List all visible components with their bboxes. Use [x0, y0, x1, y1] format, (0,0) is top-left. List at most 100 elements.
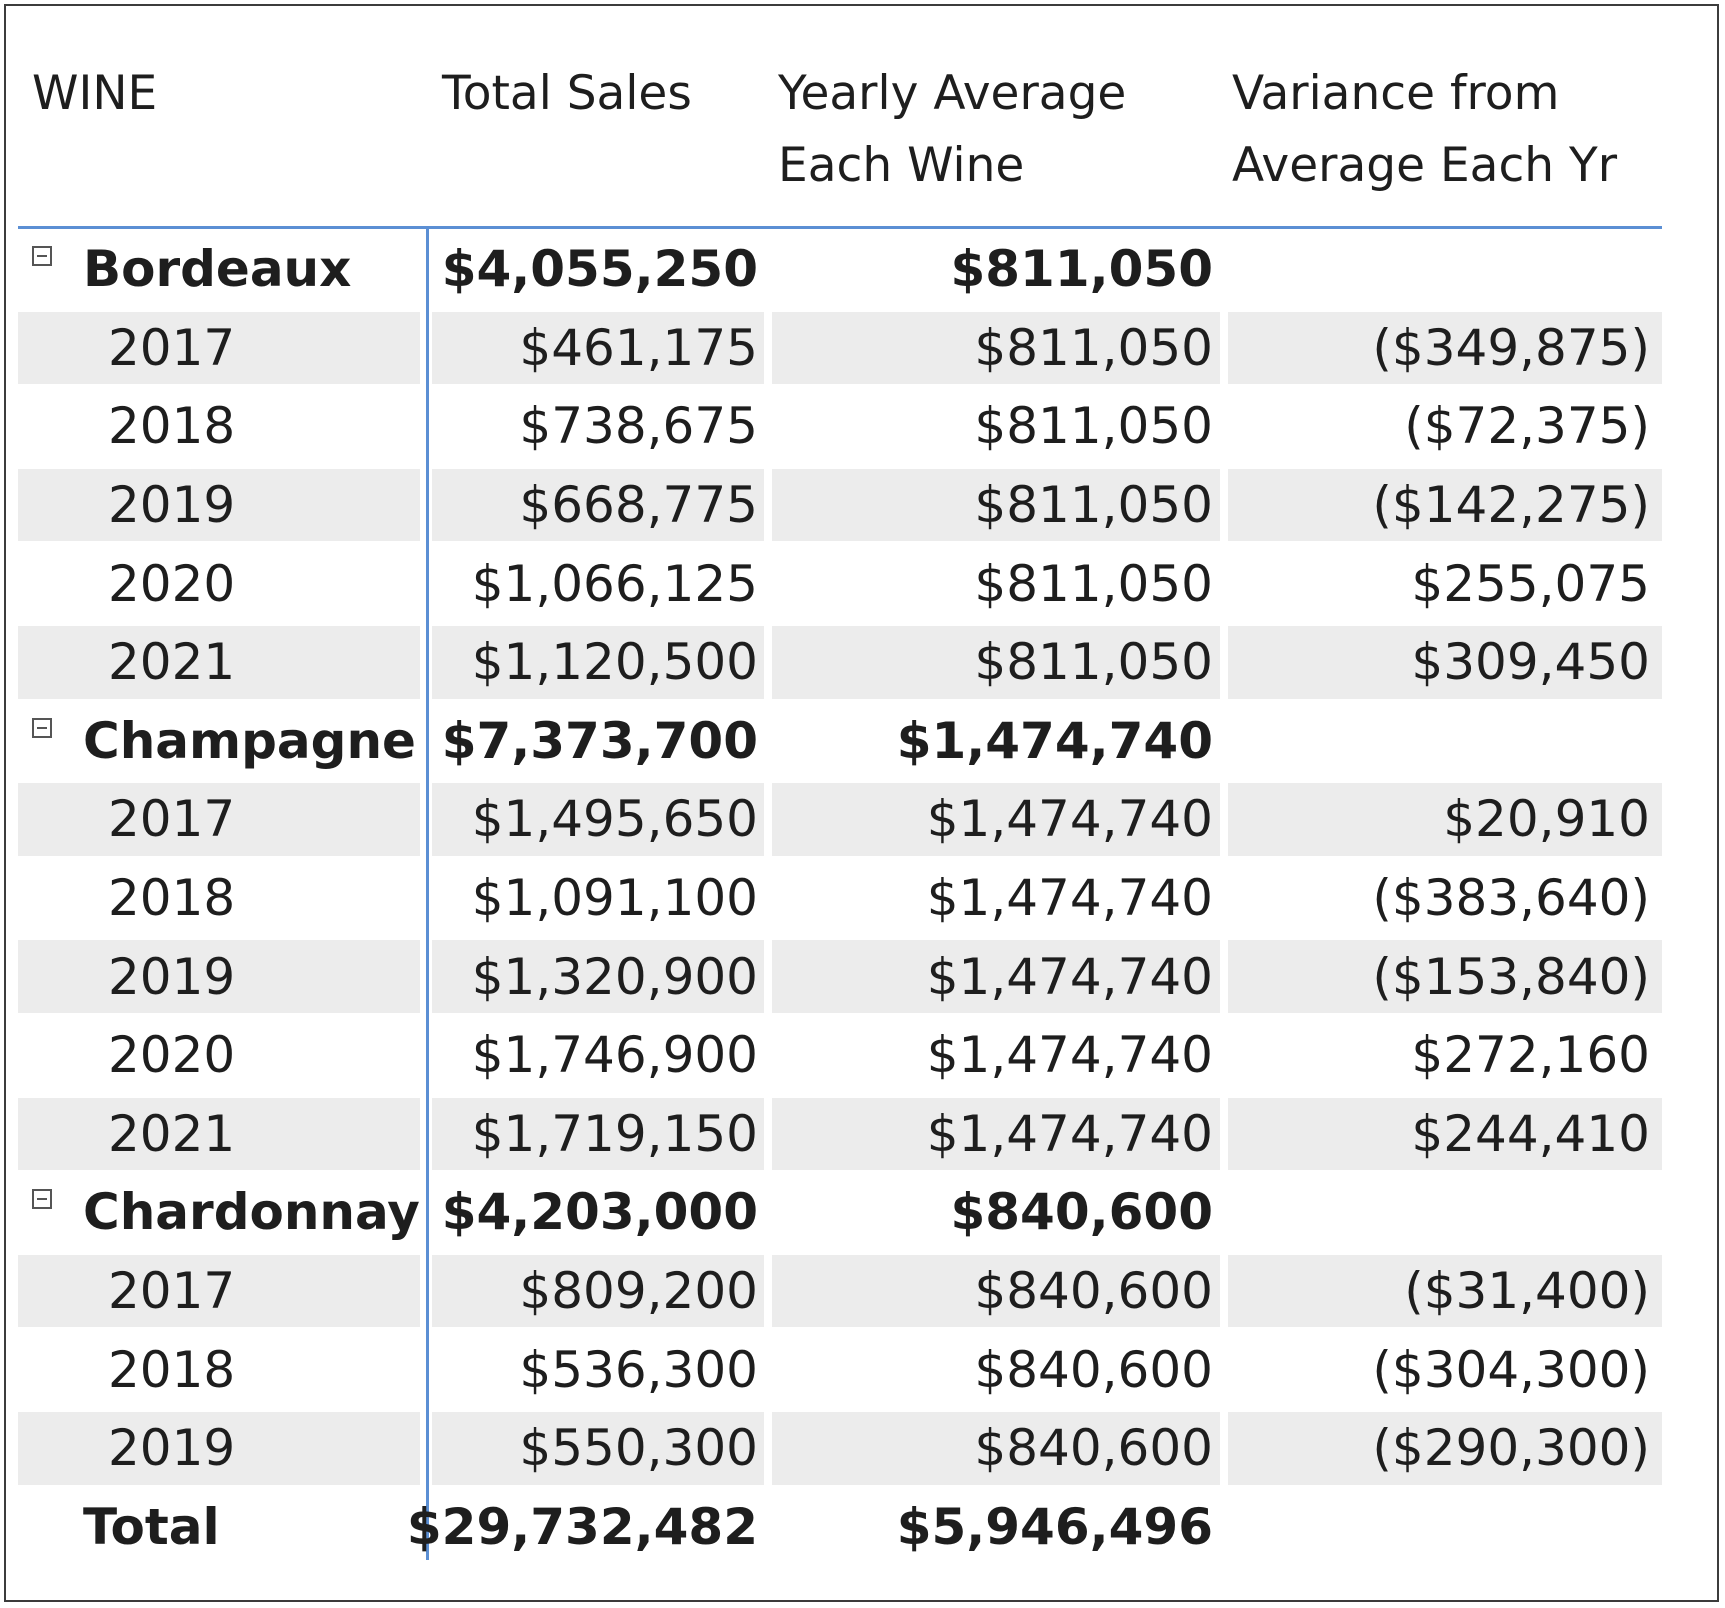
row-stripe	[432, 1411, 764, 1485]
yearly-average-cell: $1,474,740	[926, 790, 1213, 849]
table-row[interactable]: 2017 $461,175 $811,050 ($349,875)	[18, 309, 1662, 388]
row-stripe	[1228, 468, 1662, 542]
table-row[interactable]: 2017 $809,200 $840,600 ($31,400)	[18, 1252, 1662, 1331]
group-name: Chardonnay	[83, 1183, 420, 1242]
row-stripe	[432, 783, 764, 856]
row-stripe	[18, 625, 420, 699]
total-sales-cell: $1,320,900	[471, 947, 758, 1006]
variance-cell: $20,910	[1443, 790, 1650, 849]
group-row-chardonnay[interactable]: Chardonnay $4,203,000 $840,600	[18, 1173, 1662, 1252]
collapse-icon[interactable]	[32, 246, 52, 266]
variance-cell: ($290,300)	[1372, 1419, 1650, 1478]
table-row[interactable]: 2019 $550,300 $840,600 ($290,300)	[18, 1409, 1662, 1488]
row-stripe	[18, 1411, 420, 1485]
total-sales-cell: $550,300	[519, 1419, 758, 1478]
total-sales-cell: $1,120,500	[471, 633, 758, 692]
table-row[interactable]: 2018 $738,675 $811,050 ($72,375)	[18, 387, 1662, 466]
column-header-wine[interactable]: WINE	[32, 66, 158, 121]
variance-cell: ($142,275)	[1372, 476, 1650, 535]
yearly-average-cell: $811,050	[974, 476, 1213, 535]
year-cell: 2018	[108, 397, 236, 456]
row-stripe	[18, 1254, 420, 1328]
column-header-yearly-average[interactable]: Yearly Average Each Wine	[778, 58, 1126, 202]
yearly-average-cell: $1,474,740	[926, 1104, 1213, 1163]
table-row[interactable]: 2019 $1,320,900 $1,474,740 ($153,840)	[18, 937, 1662, 1016]
variance-cell: $244,410	[1411, 1104, 1650, 1163]
row-stripe	[18, 468, 420, 542]
header-divider	[18, 226, 1662, 229]
variance-cell: $272,160	[1411, 1026, 1650, 1085]
table-row[interactable]: 2017 $1,495,650 $1,474,740 $20,910	[18, 780, 1662, 859]
column-header-yearly-average-label: Yearly Average Each Wine	[778, 66, 1127, 193]
row-stripe	[432, 940, 764, 1013]
total-sales-cell: $1,495,650	[471, 790, 758, 849]
row-stripe	[772, 1411, 1220, 1485]
yearly-average-cell: $811,050	[974, 397, 1213, 456]
group-yearly-average: $1,474,740	[896, 711, 1213, 770]
total-sales-cell: $536,300	[519, 1340, 758, 1399]
year-cell: 2017	[108, 790, 236, 849]
variance-cell: ($383,640)	[1372, 869, 1650, 928]
total-sales-cell: $1,719,150	[471, 1104, 758, 1163]
row-header-divider	[426, 228, 429, 1560]
yearly-average-cell: $1,474,740	[926, 947, 1213, 1006]
column-header-variance-label: Variance from Average Each Yr	[1232, 66, 1618, 193]
row-stripe	[772, 783, 1220, 856]
row-stripe	[1228, 940, 1662, 1013]
grand-total-yearly-average: $5,946,496	[896, 1497, 1213, 1556]
year-cell: 2017	[108, 1262, 236, 1321]
row-stripe	[1228, 783, 1662, 856]
group-total-sales: $4,055,250	[441, 240, 758, 299]
year-cell: 2021	[108, 633, 236, 692]
group-yearly-average: $840,600	[950, 1183, 1213, 1242]
table-row[interactable]: 2021 $1,120,500 $811,050 $309,450	[18, 623, 1662, 702]
row-stripe	[432, 1254, 764, 1328]
collapse-icon[interactable]	[32, 717, 52, 738]
group-total-sales: $4,203,000	[441, 1183, 758, 1242]
row-stripe	[772, 1254, 1220, 1328]
total-sales-cell: $1,091,100	[471, 869, 758, 928]
table-row[interactable]: 2019 $668,775 $811,050 ($142,275)	[18, 466, 1662, 545]
row-stripe	[772, 468, 1220, 542]
total-sales-cell: $1,746,900	[471, 1026, 758, 1085]
yearly-average-cell: $840,600	[974, 1340, 1213, 1399]
row-stripe	[772, 625, 1220, 699]
table-row[interactable]: 2018 $536,300 $840,600 ($304,300)	[18, 1330, 1662, 1409]
table-row[interactable]: 2021 $1,719,150 $1,474,740 $244,410	[18, 1095, 1662, 1174]
variance-cell: ($72,375)	[1404, 397, 1650, 456]
year-cell: 2018	[108, 1340, 236, 1399]
year-cell: 2021	[108, 1104, 236, 1163]
collapse-icon[interactable]	[32, 1189, 52, 1210]
variance-cell: $309,450	[1411, 633, 1650, 692]
group-row-champagne[interactable]: Champagne $7,373,700 $1,474,740	[18, 702, 1662, 781]
column-header-row: WINE Total Sales Yearly Average Each Wine…	[6, 6, 1717, 232]
group-name: Champagne	[83, 711, 416, 770]
total-sales-cell: $1,066,125	[471, 554, 758, 613]
variance-cell: $255,075	[1411, 554, 1650, 613]
yearly-average-cell: $840,600	[974, 1419, 1213, 1478]
yearly-average-cell: $1,474,740	[926, 869, 1213, 928]
year-cell: 2020	[108, 1026, 236, 1085]
column-header-total-sales[interactable]: Total Sales	[442, 66, 692, 121]
group-total-sales: $7,373,700	[441, 711, 758, 770]
variance-cell: ($31,400)	[1404, 1262, 1650, 1321]
column-header-variance[interactable]: Variance from Average Each Yr	[1232, 58, 1617, 202]
matrix-body: Bordeaux $4,055,250 $811,050 2017 $461,175 $8…	[18, 230, 1662, 1566]
table-row[interactable]: 2020 $1,746,900 $1,474,740 $272,160	[18, 1016, 1662, 1095]
grand-total-sales: $29,732,482	[406, 1497, 758, 1556]
table-row[interactable]: 2020 $1,066,125 $811,050 $255,075	[18, 544, 1662, 623]
yearly-average-cell: $1,474,740	[926, 1026, 1213, 1085]
table-row[interactable]: 2018 $1,091,100 $1,474,740 ($383,640)	[18, 859, 1662, 938]
year-cell: 2019	[108, 476, 236, 535]
year-cell: 2017	[108, 318, 236, 377]
group-row-bordeaux[interactable]: Bordeaux $4,055,250 $811,050	[18, 230, 1662, 309]
group-name: Bordeaux	[83, 240, 352, 299]
yearly-average-cell: $811,050	[974, 633, 1213, 692]
row-stripe	[432, 468, 764, 542]
total-sales-cell: $461,175	[519, 318, 758, 377]
row-stripe	[18, 783, 420, 856]
row-stripe	[772, 311, 1220, 385]
year-cell: 2020	[108, 554, 236, 613]
year-cell: 2019	[108, 1419, 236, 1478]
row-stripe	[432, 625, 764, 699]
